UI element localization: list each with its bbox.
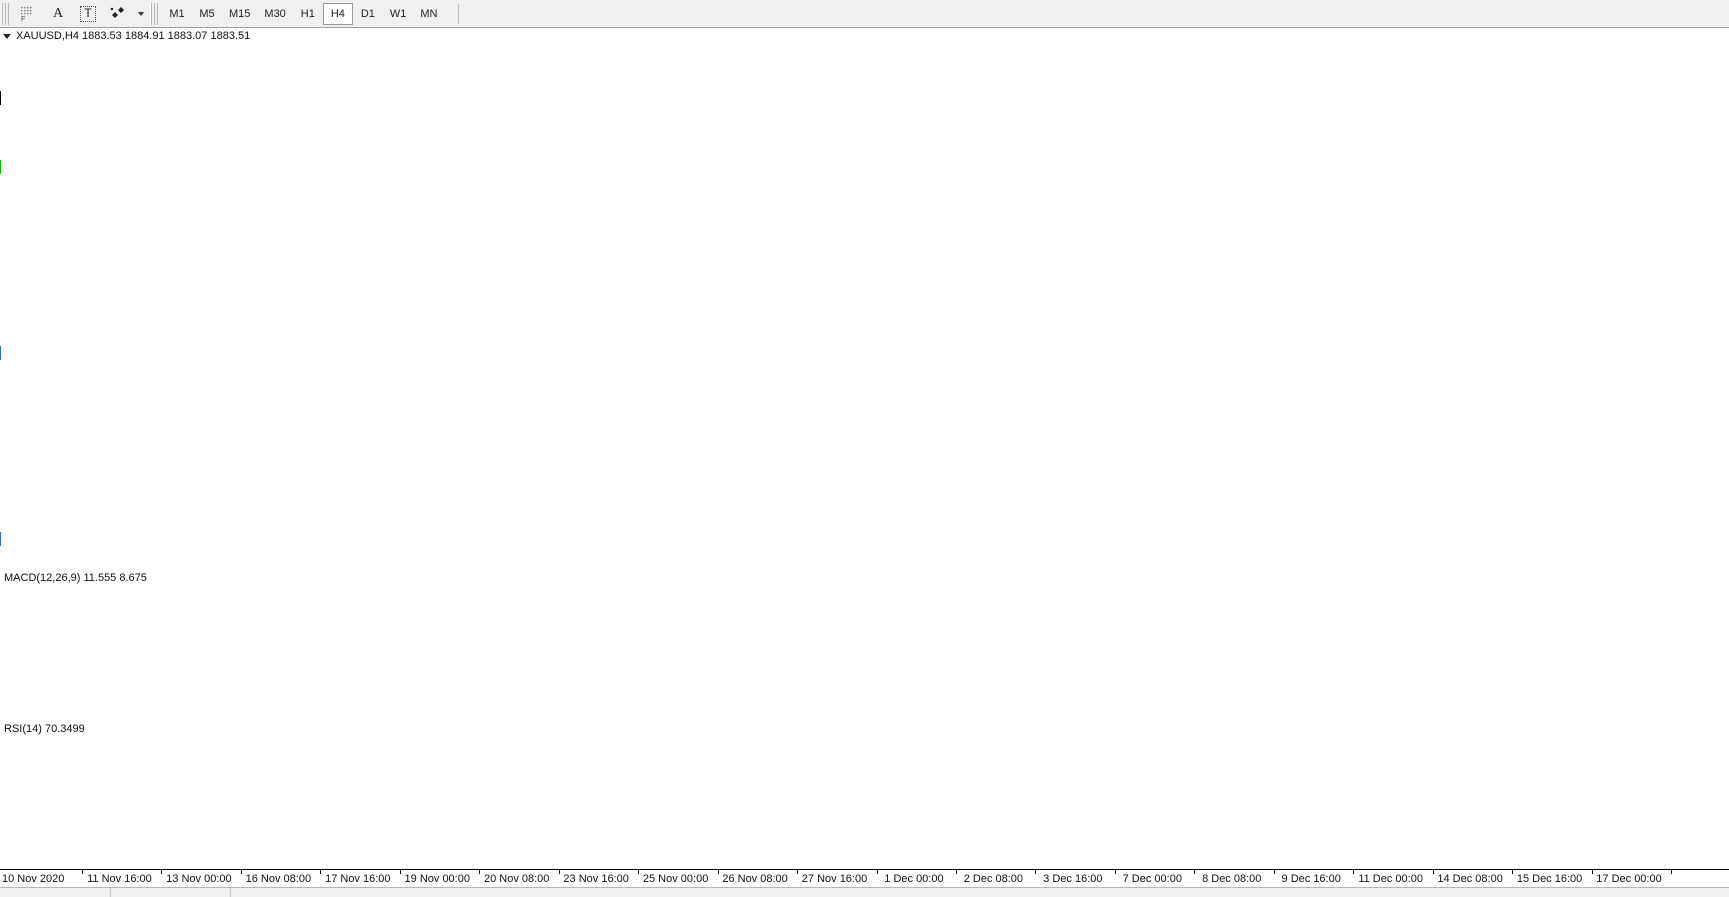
time-axis-label: 17 Nov 16:00	[325, 873, 391, 885]
timeframe-m5[interactable]: M5	[199, 7, 215, 20]
time-tick	[479, 870, 481, 874]
rsi-title: RSI(14) 70.3499	[4, 723, 85, 735]
time-axis-label: 9 Dec 16:00	[1281, 873, 1341, 885]
time-tick	[1035, 870, 1037, 874]
macd-title: MACD(12,26,9) 11.555 8.675	[4, 572, 147, 584]
time-tick	[1512, 870, 1514, 874]
time-axis-label: 7 Dec 00:00	[1122, 873, 1182, 885]
timeframe-h4[interactable]: H4	[322, 2, 353, 25]
time-tick	[717, 870, 719, 874]
time-axis-label: 10 Nov 2020	[2, 873, 65, 885]
time-axis-label: 19 Nov 00:00	[404, 873, 470, 885]
letter-a-glyph: A	[52, 5, 64, 21]
time-axis-label: 15 Dec 16:00	[1516, 873, 1583, 885]
symbol-header-text: XAUUSD,H4 1883.53 1884.91 1883.07 1883.5…	[16, 30, 251, 42]
time-tick	[1671, 870, 1672, 874]
time-axis-label: 8 Dec 08:00	[1202, 873, 1262, 885]
time-tick	[638, 870, 640, 874]
dropdown-caret-icon[interactable]	[133, 2, 149, 26]
toolbar-grip-2[interactable]	[150, 2, 160, 25]
resistance-line-tag[interactable]: 1865.00	[0, 159, 1, 174]
time-tick	[1194, 870, 1196, 874]
last-price-tag[interactable]: 1883.51	[0, 91, 1, 106]
toolbar-grip[interactable]	[1, 2, 11, 25]
time-axis[interactable]: 10 Nov 2020 11 Nov 16:00 13 Nov 00:00 16 No…	[0, 869, 1729, 887]
time-axis-label: 1 Dec 00:00	[884, 873, 944, 885]
time-axis-label: 20 Nov 08:00	[483, 873, 550, 885]
crosshair-icon[interactable]: F	[13, 2, 43, 26]
time-axis-label: 25 Nov 00:00	[642, 873, 709, 885]
status-divider-1	[110, 888, 111, 897]
timeframe-m30[interactable]: M30	[264, 7, 286, 20]
time-tick	[1273, 870, 1275, 874]
time-axis-label: 3 Dec 16:00	[1043, 873, 1103, 885]
time-axis-label: 11 Nov 16:00	[87, 873, 152, 885]
symbol-dropdown-icon[interactable]	[3, 33, 11, 39]
time-axis-label: 26 Nov 08:00	[722, 873, 788, 885]
toolbar-separator	[458, 3, 460, 24]
support-line-tag-1765[interactable]: 1765.00	[0, 532, 1, 547]
time-tick	[240, 870, 242, 874]
time-tick	[558, 870, 560, 874]
time-tick	[399, 870, 401, 874]
time-tick	[955, 870, 957, 874]
time-tick	[1432, 870, 1434, 874]
time-axis-label: 23 Nov 16:00	[563, 873, 629, 885]
time-axis-label: 27 Nov 16:00	[801, 873, 868, 885]
time-axis-label: 13 Nov 00:00	[166, 873, 232, 885]
timeframe-m1[interactable]: M1	[169, 7, 185, 20]
letter-t-glyph: T	[80, 5, 96, 22]
objects-icon[interactable]	[103, 2, 133, 26]
support-line-tag-1815[interactable]: 1815.00	[0, 346, 1, 361]
symbol-header[interactable]: XAUUSD,H4 1883.53 1884.91 1883.07 1883.5…	[3, 30, 250, 42]
status-divider-2	[230, 888, 231, 897]
time-axis-label: 11 Dec 00:00	[1358, 873, 1423, 885]
text-box-icon[interactable]: T	[73, 2, 103, 26]
time-tick	[82, 870, 83, 874]
timeframe-group: M1 M5 M15 M30 H1 H4 D1 W1 MN	[162, 2, 444, 25]
timeframe-d1[interactable]: D1	[360, 7, 375, 20]
timeframe-m15[interactable]: M15	[229, 7, 251, 20]
time-tick	[797, 870, 799, 874]
timeframe-mn[interactable]: MN	[420, 7, 438, 20]
time-axis-label: 2 Dec 08:00	[963, 873, 1024, 885]
text-label-icon[interactable]: A	[43, 2, 73, 26]
chart-area[interactable]: 多空转折点1865 1897.801889.301880.801872.0518…	[0, 28, 1729, 869]
timeframe-w1[interactable]: W1	[389, 7, 407, 20]
timeframe-h1[interactable]: H1	[300, 7, 315, 20]
time-tick	[1114, 870, 1116, 874]
time-tick	[876, 870, 878, 874]
time-tick	[161, 870, 163, 874]
time-tick	[1591, 870, 1593, 874]
time-tick	[320, 870, 322, 874]
status-bar	[0, 887, 1729, 897]
toolbar: F A T M1 M5 M15 M30 H1 H4 D1 W1 MN	[0, 0, 1729, 28]
time-tick	[1353, 870, 1355, 874]
time-axis-label: 16 Nov 08:00	[245, 873, 312, 885]
svg-text:F: F	[21, 16, 25, 22]
time-axis-label: 17 Dec 00:00	[1596, 873, 1662, 885]
caret-glyph	[138, 11, 144, 16]
time-axis-label: 14 Dec 08:00	[1437, 873, 1503, 885]
